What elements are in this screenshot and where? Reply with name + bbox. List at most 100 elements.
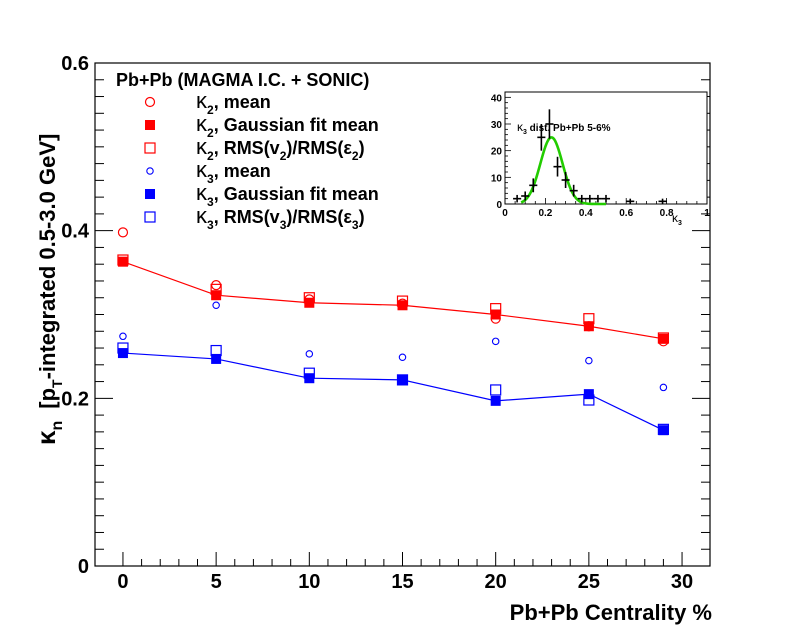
data-point xyxy=(657,332,670,344)
inset-y-tick-label: 10 xyxy=(491,173,503,184)
data-point xyxy=(117,342,129,354)
inset-bin xyxy=(585,194,594,203)
inset-x-tick-label: 1 xyxy=(704,208,710,219)
legend-marker xyxy=(144,142,156,154)
x-tick-label: 20 xyxy=(485,571,507,593)
inset-y-tick-label: 20 xyxy=(491,147,503,158)
series-3 xyxy=(117,254,670,344)
series-6 xyxy=(117,342,670,435)
legend-label: κ2, Gaussian fit mean xyxy=(196,111,379,140)
legend-marker xyxy=(145,189,155,199)
legend-entry: κ2, RMS(v2)/RMS(ε2) xyxy=(144,134,365,163)
data-point xyxy=(211,290,222,301)
legend-entry: κ3, Gaussian fit mean xyxy=(145,180,379,209)
legend-entry: κ3, mean xyxy=(146,157,271,186)
data-point xyxy=(397,374,408,385)
inset-x-tick-label: 0.4 xyxy=(579,208,593,219)
data-point xyxy=(659,383,668,392)
legend-entry: κ2, mean xyxy=(144,88,271,117)
inset-y-tick-label: 40 xyxy=(491,93,503,104)
y-axis-title: κn [pT-integrated 0.5-3.0 GeV] xyxy=(31,134,66,445)
series-5 xyxy=(117,348,669,436)
data-point xyxy=(396,374,409,386)
x-tick-label: 25 xyxy=(578,571,600,593)
inset-bin xyxy=(601,194,611,203)
data-point xyxy=(583,389,594,400)
y-axis-title-part-b: -integrated 0.5-3.0 GeV] xyxy=(35,134,60,380)
legend-entry: κ3, RMS(v3)/RMS(ε3) xyxy=(144,203,365,232)
data-point xyxy=(583,313,595,325)
data-point xyxy=(211,280,222,291)
y-axis-tick-labels: 0 0.2 0.4 0.6 xyxy=(61,53,90,578)
data-point xyxy=(303,367,315,379)
data-point xyxy=(490,303,502,315)
inset-bin xyxy=(577,194,586,203)
inset-x-axis-title: κ3 xyxy=(672,211,682,227)
inset-y-tick-label: 0 xyxy=(496,200,502,211)
legend-label: κ2, mean xyxy=(196,88,271,117)
inset-fit-curve xyxy=(520,136,606,206)
inset-x-tick-label: 0.2 xyxy=(538,208,552,219)
y-axis-title-kappa: κ xyxy=(31,430,61,445)
inset-bin xyxy=(529,178,538,193)
series-line xyxy=(122,352,664,431)
data-point xyxy=(211,353,222,364)
y-axis-title-pt-sub: T xyxy=(49,379,65,388)
inset-title: κ3 dist. Pb+Pb 5-6% xyxy=(517,120,611,136)
inset-bin xyxy=(553,156,562,177)
y-tick-label: 0.2 xyxy=(61,388,89,410)
legend-label: κ3, RMS(v3)/RMS(ε3) xyxy=(196,203,365,232)
x-tick-label: 30 xyxy=(671,571,693,593)
data-point xyxy=(585,356,593,365)
y-tick-label: 0.4 xyxy=(61,221,90,243)
data-point xyxy=(210,344,222,357)
inset-bin xyxy=(545,109,554,139)
data-point xyxy=(583,394,595,406)
data-point xyxy=(212,301,220,310)
inset-bin xyxy=(569,184,578,197)
y-axis-title-part-a: [p xyxy=(35,388,60,409)
x-tick-label: 0 xyxy=(117,571,128,593)
data-point xyxy=(117,227,129,238)
data-point xyxy=(490,395,501,406)
data-point xyxy=(397,300,408,311)
y-axis-title-sub: n xyxy=(49,421,66,431)
inset-x-tick-label: 0 xyxy=(502,208,508,219)
inset-x-tick-label: 0.8 xyxy=(660,208,674,219)
x-tick-label: 5 xyxy=(211,571,222,593)
legend-label: κ3, Gaussian fit mean xyxy=(196,180,379,209)
legend-marker xyxy=(145,120,155,130)
legend-marker xyxy=(144,211,156,223)
series-layer xyxy=(117,227,670,436)
inset-bin xyxy=(658,198,667,204)
inset-frame xyxy=(504,91,708,205)
data-point xyxy=(398,353,407,362)
data-point xyxy=(658,425,669,436)
data-point xyxy=(491,337,500,346)
data-point xyxy=(210,283,222,295)
data-point xyxy=(117,254,129,266)
inset-bin xyxy=(626,198,635,204)
legend-label: κ3, mean xyxy=(196,157,271,186)
series-4 xyxy=(119,301,668,392)
x-tick-label: 10 xyxy=(298,571,320,593)
data-point xyxy=(303,292,315,304)
data-point xyxy=(305,350,314,358)
x-axis-title: Pb+Pb Centrality % xyxy=(510,600,712,625)
y-axis-ticks xyxy=(95,62,710,567)
legend-marker xyxy=(144,96,156,108)
x-axis-ticks xyxy=(122,552,683,566)
inset-bin xyxy=(561,172,570,188)
data-point xyxy=(658,333,669,344)
legend-marker xyxy=(146,167,154,175)
y-tick-label: 0 xyxy=(78,556,89,578)
inset-bin xyxy=(513,194,522,203)
inset-bin xyxy=(593,194,602,203)
inset-y-tick-label: 30 xyxy=(491,120,503,131)
data-point xyxy=(396,295,409,307)
legend-entry: κ2, Gaussian fit mean xyxy=(145,111,379,140)
data-point xyxy=(657,423,670,435)
